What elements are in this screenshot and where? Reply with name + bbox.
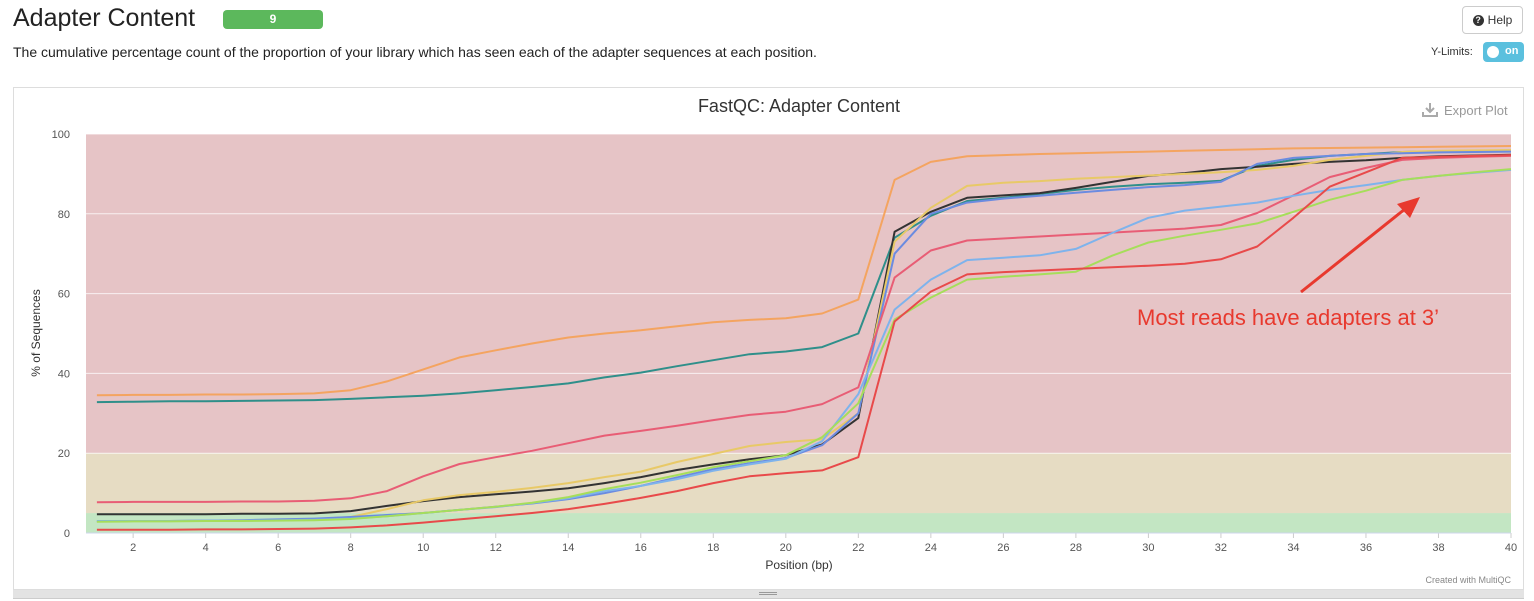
plot-resize-handle[interactable] xyxy=(13,590,1524,599)
x-tick-30: 30 xyxy=(1142,542,1154,554)
x-tick-32: 32 xyxy=(1215,542,1227,554)
y-tick-0: 0 xyxy=(64,528,70,540)
x-tick-28: 28 xyxy=(1070,542,1082,554)
x-tick-18: 18 xyxy=(707,542,719,554)
y-tick-80: 80 xyxy=(58,209,70,221)
x-tick-26: 26 xyxy=(997,542,1009,554)
x-tick-22: 22 xyxy=(852,542,864,554)
help-button-label: Help xyxy=(1487,13,1513,27)
x-axis-label: Position (bp) xyxy=(765,558,832,572)
x-tick-14: 14 xyxy=(562,542,574,554)
x-tick-10: 10 xyxy=(417,542,429,554)
series-line-5 xyxy=(96,154,1512,504)
x-tick-20: 20 xyxy=(780,542,792,554)
status-badge: 9 xyxy=(223,10,323,29)
y-axis-label: % of Sequences xyxy=(29,289,43,376)
series-line-1 xyxy=(96,149,1512,404)
y-tick-60: 60 xyxy=(58,289,70,301)
toggle-label: on xyxy=(1505,45,1519,57)
download-icon xyxy=(1422,103,1438,117)
band-1 xyxy=(86,453,1511,514)
help-button[interactable]: ? Help xyxy=(1462,6,1523,34)
chart-title: FastQC: Adapter Content xyxy=(698,96,900,116)
x-tick-16: 16 xyxy=(635,542,647,554)
y-tick-labels: 0 20 40 60 80 100 xyxy=(52,129,70,540)
series-line-7 xyxy=(96,168,1512,523)
series-lines xyxy=(96,145,1512,531)
resize-grip-icon xyxy=(759,592,777,593)
x-tick-34: 34 xyxy=(1287,542,1299,554)
x-tick-2: 2 xyxy=(130,542,136,554)
export-plot-label: Export Plot xyxy=(1444,103,1508,118)
toggle-knob xyxy=(1487,46,1499,58)
x-tick-labels: 2 4 6 8 10 12 14 16 18 20 22 24 26 28 30 32 34 36 38 40 xyxy=(86,532,1517,554)
section-description: The cumulative percentage count of the p… xyxy=(13,44,817,60)
x-tick-38: 38 xyxy=(1432,542,1444,554)
y-tick-40: 40 xyxy=(58,368,70,380)
ylimits-toggle[interactable]: on xyxy=(1483,42,1524,62)
x-tick-36: 36 xyxy=(1360,542,1372,554)
series-line-4 xyxy=(96,150,1512,523)
series-line-8 xyxy=(96,154,1512,531)
x-tick-12: 12 xyxy=(490,542,502,554)
y-tick-20: 20 xyxy=(58,448,70,460)
annotation-text: Most reads have adapters at 3’ xyxy=(1137,305,1439,330)
export-plot-button[interactable]: Export Plot xyxy=(1422,103,1508,118)
question-circle-icon: ? xyxy=(1472,14,1484,26)
multiqc-credit: Created with MultiQC xyxy=(1425,575,1511,585)
annotation-arrow xyxy=(1300,197,1420,294)
y-tick-100: 100 xyxy=(52,129,70,141)
series-line-0 xyxy=(96,145,1512,397)
band-0 xyxy=(86,513,1511,533)
x-tick-24: 24 xyxy=(925,542,937,554)
x-tick-40: 40 xyxy=(1505,542,1517,554)
x-tick-6: 6 xyxy=(275,542,281,554)
ylimits-label: Y-Limits: xyxy=(1431,46,1473,58)
x-tick-4: 4 xyxy=(203,542,209,554)
x-tick-8: 8 xyxy=(348,542,354,554)
page-title: Adapter Content xyxy=(13,4,196,32)
